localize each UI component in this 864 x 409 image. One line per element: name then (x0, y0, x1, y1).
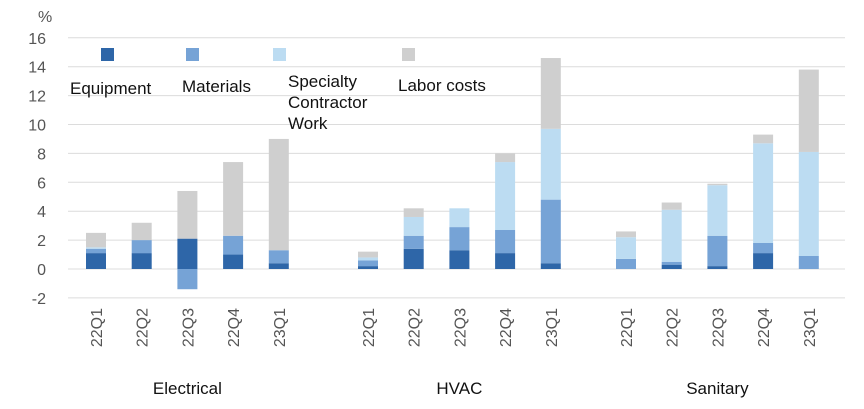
bar-segment (403, 208, 424, 217)
x-tick-label: 22Q4 (756, 308, 773, 347)
bar-segment (616, 231, 636, 238)
bar-segment (798, 151, 819, 256)
bar-segment (131, 222, 152, 241)
bar-segment (177, 190, 198, 239)
bar-segment (616, 258, 636, 269)
bar-segment (798, 69, 819, 152)
y-tick-label: 10 (28, 118, 46, 135)
y-tick-label: 2 (37, 233, 46, 250)
x-tick-label: 23Q1 (802, 308, 819, 347)
bar-segment (753, 134, 774, 144)
bar-segment (661, 264, 682, 269)
bar-segment (223, 235, 244, 255)
x-tick-label: 22Q3 (180, 308, 197, 347)
bar-segment (358, 251, 378, 258)
legend-swatch (101, 48, 114, 61)
bar-segment (753, 242, 774, 254)
bar-segment (86, 253, 106, 269)
legend-swatch (402, 48, 415, 61)
x-tick-label: 22Q4 (226, 308, 243, 347)
x-tick-label: 22Q4 (498, 308, 515, 347)
bar-segment (268, 250, 289, 264)
x-tick-label: 22Q2 (407, 308, 424, 347)
y-axis-unit-label: % (38, 9, 52, 26)
bar-segment (177, 269, 198, 290)
bar-segment (86, 232, 106, 248)
bar-segment (753, 143, 774, 243)
x-tick-label: 22Q1 (361, 308, 378, 347)
bar-segment (403, 216, 424, 236)
bar-segment (358, 257, 378, 261)
y-tick-label: 12 (28, 89, 46, 106)
bar-segment (358, 266, 378, 269)
bar-segment (449, 227, 470, 251)
bar-segment (403, 248, 424, 269)
legend-label: Equipment (70, 79, 152, 98)
legend-label: Materials (182, 77, 251, 96)
x-tick-label: 23Q1 (272, 308, 289, 347)
x-tick-label: 23Q1 (544, 308, 561, 347)
y-tick-label: 4 (37, 204, 46, 221)
bar-segment (177, 238, 198, 269)
bar-segment (707, 235, 728, 267)
legend-swatch (273, 48, 286, 61)
bar-segment (268, 138, 289, 251)
bar-segment (131, 253, 152, 269)
bar-segment (707, 183, 728, 186)
bar-segment (223, 254, 244, 269)
x-tick-label: 22Q1 (89, 308, 106, 347)
bar-segment (661, 202, 682, 210)
y-tick-label: -2 (32, 291, 46, 308)
group-label: Sanitary (686, 379, 749, 398)
x-tick-label: 22Q3 (452, 308, 469, 347)
x-tick-label: 22Q3 (710, 308, 727, 347)
x-tick-label: 22Q2 (665, 308, 682, 347)
axes: % -2 0 2 4 6 8 10 12 14 16 22Q1 22Q2 22Q3 22Q4 23Q1 22Q… (28, 9, 819, 398)
y-tick-label: 8 (37, 146, 46, 163)
x-tick-label: 22Q2 (135, 308, 152, 347)
bar-segment (540, 199, 561, 264)
bar-segment (86, 248, 106, 254)
bar-segment (661, 261, 682, 265)
bar-segment (707, 185, 728, 236)
bars (86, 58, 819, 290)
y-tick-label: 6 (37, 175, 46, 192)
gridlines (68, 37, 845, 299)
y-tick-label: 0 (37, 262, 46, 279)
bar-segment (798, 255, 819, 269)
bar-segment (616, 237, 636, 259)
legend-label: Labor costs (398, 76, 486, 95)
bar-segment (661, 209, 682, 262)
bar-segment (540, 128, 561, 200)
bar-segment (753, 253, 774, 269)
legend-swatch (186, 48, 199, 61)
bar-segment (268, 263, 289, 269)
y-tick-label: 14 (28, 60, 46, 77)
group-label: HVAC (436, 379, 482, 398)
legend-label: Specialty Contractor Work (288, 72, 368, 133)
bar-segment (131, 240, 152, 254)
bar-segment (540, 263, 561, 269)
x-tick-label: 22Q1 (619, 308, 636, 347)
legend: Equipment Materials Specialty Contractor Wor… (70, 48, 486, 133)
group-label: Electrical (153, 379, 222, 398)
bar-segment (495, 162, 516, 230)
bar-segment (86, 247, 106, 249)
bar-segment (495, 229, 516, 254)
y-tick-label: 16 (28, 31, 46, 48)
bar-segment (449, 208, 470, 228)
bar-segment (358, 260, 378, 267)
bar-segment (223, 162, 244, 236)
bar-segment (449, 250, 470, 269)
bar-segment (707, 266, 728, 269)
bar-segment (495, 253, 516, 269)
bar-segment (403, 235, 424, 249)
bar-segment (540, 58, 561, 129)
bar-segment (495, 153, 516, 163)
